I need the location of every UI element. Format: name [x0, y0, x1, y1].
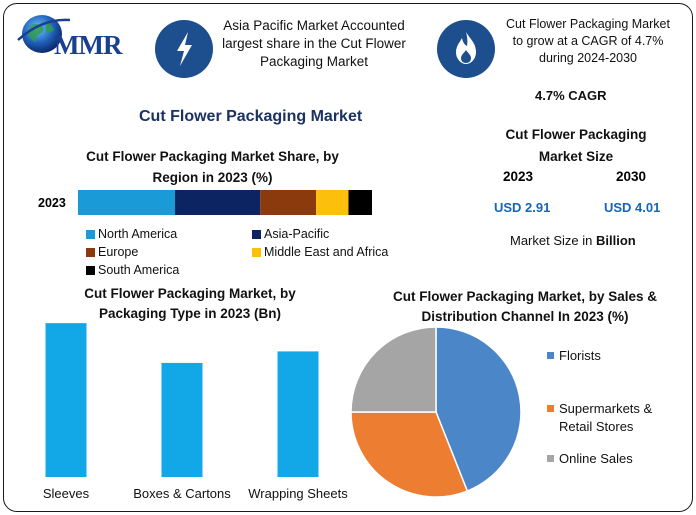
market-size-title: Cut Flower Packaging Market Size — [505, 127, 647, 164]
bar-boxes-cartons — [161, 362, 203, 477]
legend-label-asia-pacific: Asia-Pacific — [264, 227, 330, 241]
infographic-frame — [3, 3, 693, 512]
region-chart-category-label: 2023 — [38, 196, 66, 210]
channel-chart-title: Cut Flower Packaging Market, by Sales & … — [392, 289, 658, 324]
legend-swatch-asia-pacific — [252, 230, 261, 239]
bar-wrapping-sheets — [277, 351, 319, 477]
market-size-value-2023: USD 2.91 — [494, 200, 551, 215]
legend-swatch-florists — [547, 352, 554, 359]
bar-segment-asia-pacific — [175, 190, 261, 215]
legend-swatch-north-america — [86, 230, 95, 239]
cagr-text: 4.7% CAGR — [535, 88, 607, 103]
pie-slice-supermarkets-retail-stores — [350, 411, 469, 498]
legend-swatch-supermarkets — [547, 405, 554, 412]
header-left-note: Asia Pacific Market Accounted largest sh… — [222, 18, 406, 69]
region-chart-title: Cut Flower Packaging Market Share, by Re… — [86, 149, 339, 185]
legend-label-north-america: North America — [98, 227, 178, 241]
market-size-unit-prefix: Market Size in — [510, 233, 596, 248]
bar-segment-north-america — [78, 190, 176, 215]
legend-swatch-south-america — [86, 266, 95, 275]
legend-label-online-sales: Online Sales — [559, 451, 633, 466]
lightning-bolt-icon — [155, 20, 213, 78]
market-size-year-2023: 2023 — [503, 169, 534, 184]
market-size-year-2030: 2030 — [616, 169, 647, 184]
legend-swatch-europe — [86, 248, 95, 257]
brand-logo-text: MMR — [54, 30, 122, 60]
packaging-chart-title: Cut Flower Packaging Market, by Packagin… — [84, 286, 296, 321]
header-right-note: Cut Flower Packaging Market to grow at a… — [506, 17, 670, 65]
legend-swatch-middle-east-africa — [252, 248, 261, 257]
main-title: Cut Flower Packaging Market — [139, 108, 363, 125]
legend-label-middle-east-africa: Middle East and Africa — [264, 245, 389, 259]
globe-logo-icon — [16, 10, 72, 56]
category-label-sleeves: Sleeves — [42, 486, 90, 501]
pie-slice-online-sales — [350, 326, 437, 413]
market-size-unit: Market Size in Billion — [510, 233, 636, 248]
packaging-bar-chart — [45, 323, 319, 477]
market-size-value-2030: USD 4.01 — [604, 200, 661, 215]
channel-pie-chart — [350, 326, 522, 498]
market-size-unit-bold: Billion — [595, 233, 636, 248]
legend-label-europe: Europe — [98, 245, 139, 259]
bar-segment-south-america — [348, 190, 372, 215]
region-stacked-bar — [78, 190, 372, 215]
pie-slice-florists — [435, 326, 522, 493]
legend-label-south-america: South America — [98, 263, 180, 277]
bar-segment-europe — [260, 190, 317, 215]
flame-icon — [437, 20, 495, 78]
category-label-boxes-cartons: Boxes & Cartons — [133, 486, 231, 501]
bar-sleeves — [45, 323, 87, 477]
legend-label-supermarkets: Supermarkets & Retail Stores — [559, 401, 653, 434]
category-label-wrapping-sheets: Wrapping Sheets — [248, 486, 348, 501]
bar-segment-middle-east-africa — [316, 190, 349, 215]
legend-swatch-online-sales — [547, 455, 554, 462]
legend-label-florists: Florists — [559, 348, 601, 363]
